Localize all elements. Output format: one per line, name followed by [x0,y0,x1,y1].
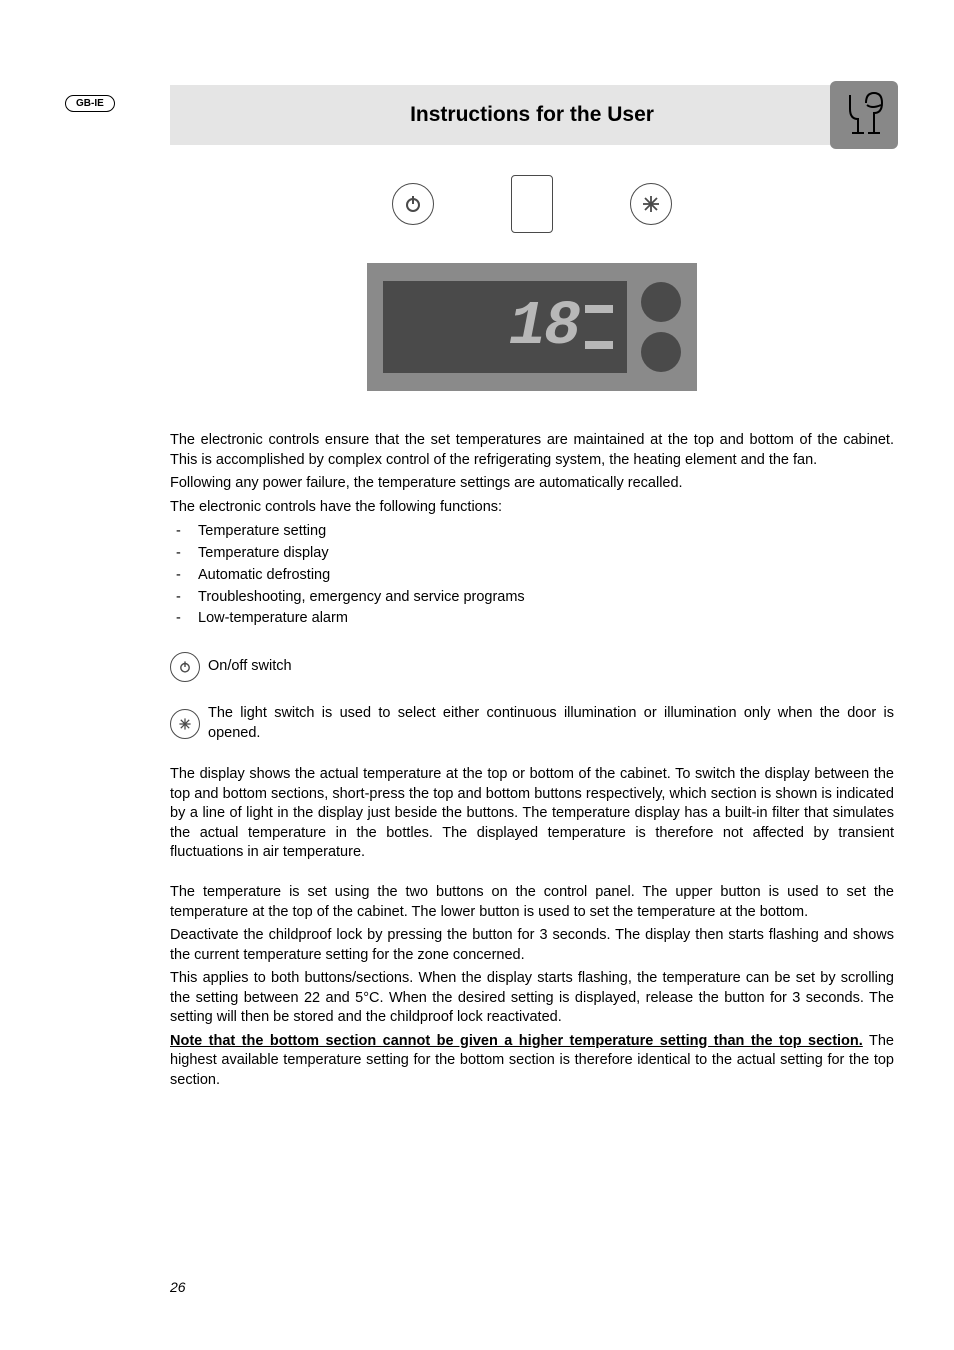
list-item: Temperature display [170,543,894,565]
zone-indicator [585,305,613,349]
body-content: The electronic controls ensure that the … [170,431,894,1091]
power-icon [170,652,200,682]
temp-note: Note that the bottom section cannot be g… [170,1032,894,1091]
digit-screen: 18 [383,281,627,373]
note-underline: Note that the bottom section cannot be g… [170,1033,863,1049]
page-number: 26 [170,1279,186,1295]
display-section-text: The display shows the actual temperature… [170,765,894,863]
temp-up-button[interactable] [641,282,681,322]
control-panel-diagram: 18 [367,175,697,391]
onoff-label: On/off switch [208,657,292,677]
page-title: Instructions for the User [410,103,654,127]
page-header: Instructions for the User [170,85,894,145]
onoff-switch-row: On/off switch [170,652,894,682]
light-switch-text: The light switch is used to select eithe… [208,704,894,743]
temp-button-stack [641,282,681,372]
light-icon [630,183,672,225]
intro-p1: The electronic controls ensure that the … [170,431,894,470]
temp-p2: Deactivate the childproof lock by pressi… [170,926,894,965]
diagram-buttons-row [367,175,697,263]
light-switch-row: The light switch is used to select eithe… [170,704,894,743]
power-icon [392,183,434,225]
temperature-readout: 18 [509,296,579,358]
region-badge: GB-IE [65,95,115,112]
temp-down-button[interactable] [641,332,681,372]
intro-p2: Following any power failure, the tempera… [170,474,894,494]
light-icon [170,709,200,739]
temp-p1: The temperature is set using the two but… [170,883,894,922]
display-slot-icon [511,175,553,233]
functions-list: Temperature setting Temperature display … [170,521,894,630]
list-item: Troubleshooting, emergency and service p… [170,587,894,609]
list-item: Automatic defrosting [170,565,894,587]
list-item: Low-temperature alarm [170,608,894,630]
temp-p3: This applies to both buttons/sections. W… [170,969,894,1028]
temperature-display-panel: 18 [367,263,697,391]
list-item: Temperature setting [170,521,894,543]
wine-glass-icon [830,81,898,149]
intro-p3: The electronic controls have the followi… [170,498,894,518]
